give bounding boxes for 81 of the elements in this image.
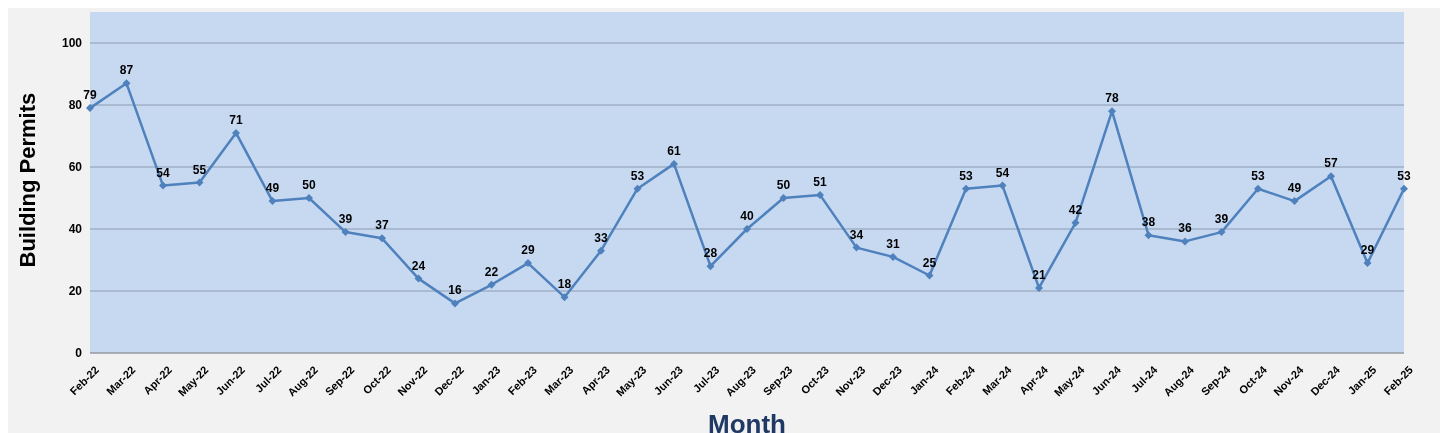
data-label: 25 [922, 255, 937, 270]
point [779, 194, 788, 202]
point [743, 225, 751, 233]
point [597, 246, 605, 255]
data-label: 55 [192, 162, 207, 177]
point [341, 228, 350, 237]
point [305, 194, 313, 202]
data-label: 39 [1214, 212, 1229, 227]
y-axis-title: Building Permits [14, 92, 40, 268]
data-label: 87 [119, 63, 134, 78]
data-label: 37 [375, 218, 389, 233]
data-label: 78 [1105, 91, 1119, 106]
data-label: 50 [302, 178, 316, 192]
point [1071, 218, 1080, 227]
point [1217, 228, 1226, 237]
point [1144, 231, 1153, 240]
data-label: 21 [1032, 267, 1046, 282]
point [487, 280, 496, 289]
point [451, 299, 459, 308]
data-label: 57 [1324, 156, 1338, 171]
data-label: 31 [886, 236, 900, 251]
y-tick-label: 60 [68, 160, 83, 175]
data-label: 53 [959, 168, 973, 183]
point [925, 271, 934, 280]
data-label: 29 [1360, 243, 1375, 258]
data-label: 53 [630, 168, 645, 183]
point [1400, 184, 1408, 193]
point [1327, 172, 1335, 181]
data-label: 51 [813, 174, 827, 189]
point [962, 184, 970, 193]
point [159, 181, 167, 190]
data-label: 34 [849, 227, 864, 242]
data-label: 36 [1178, 221, 1192, 236]
data-label: 16 [448, 283, 462, 298]
data-label: 54 [995, 165, 1010, 180]
data-label: 18 [557, 277, 572, 292]
data-label: 71 [229, 112, 243, 127]
data-label: 29 [521, 243, 535, 258]
data-label: 49 [1287, 181, 1302, 196]
point [378, 234, 386, 243]
point [1363, 259, 1372, 268]
y-tick-label: 40 [68, 222, 83, 237]
data-label: 53 [1397, 168, 1411, 183]
point [414, 274, 423, 283]
point [1290, 197, 1299, 206]
point [268, 197, 277, 206]
y-tick-label: 80 [68, 98, 83, 113]
data-label: 61 [667, 143, 681, 158]
point [670, 159, 678, 168]
point [1035, 283, 1043, 292]
point [195, 178, 204, 187]
point [1254, 184, 1262, 193]
point [816, 190, 824, 199]
y-tick-label: 20 [68, 284, 83, 299]
data-label: 50 [776, 178, 791, 192]
point [86, 104, 94, 113]
point [633, 184, 642, 193]
point [122, 79, 131, 88]
point [889, 252, 897, 261]
point [706, 262, 715, 271]
data-label: 28 [703, 246, 718, 261]
y-tick-label: 100 [61, 36, 83, 51]
y-tick-label: 0 [75, 346, 83, 361]
point [524, 259, 532, 268]
point [232, 128, 240, 137]
data-label: 24 [411, 258, 426, 273]
data-label: 49 [265, 181, 280, 196]
point [998, 181, 1007, 190]
data-label: 53 [1251, 168, 1265, 183]
point [560, 293, 569, 302]
data-label: 42 [1068, 202, 1083, 217]
point [852, 243, 861, 252]
x-axis-title: Month [708, 409, 786, 433]
data-label: 39 [338, 212, 353, 227]
data-label: 22 [484, 264, 499, 279]
data-label: 33 [594, 230, 608, 245]
data-label: 79 [83, 88, 97, 103]
data-label: 40 [740, 209, 754, 223]
point [1181, 237, 1189, 246]
data-label: 54 [156, 165, 170, 180]
data-label: 38 [1141, 215, 1156, 230]
